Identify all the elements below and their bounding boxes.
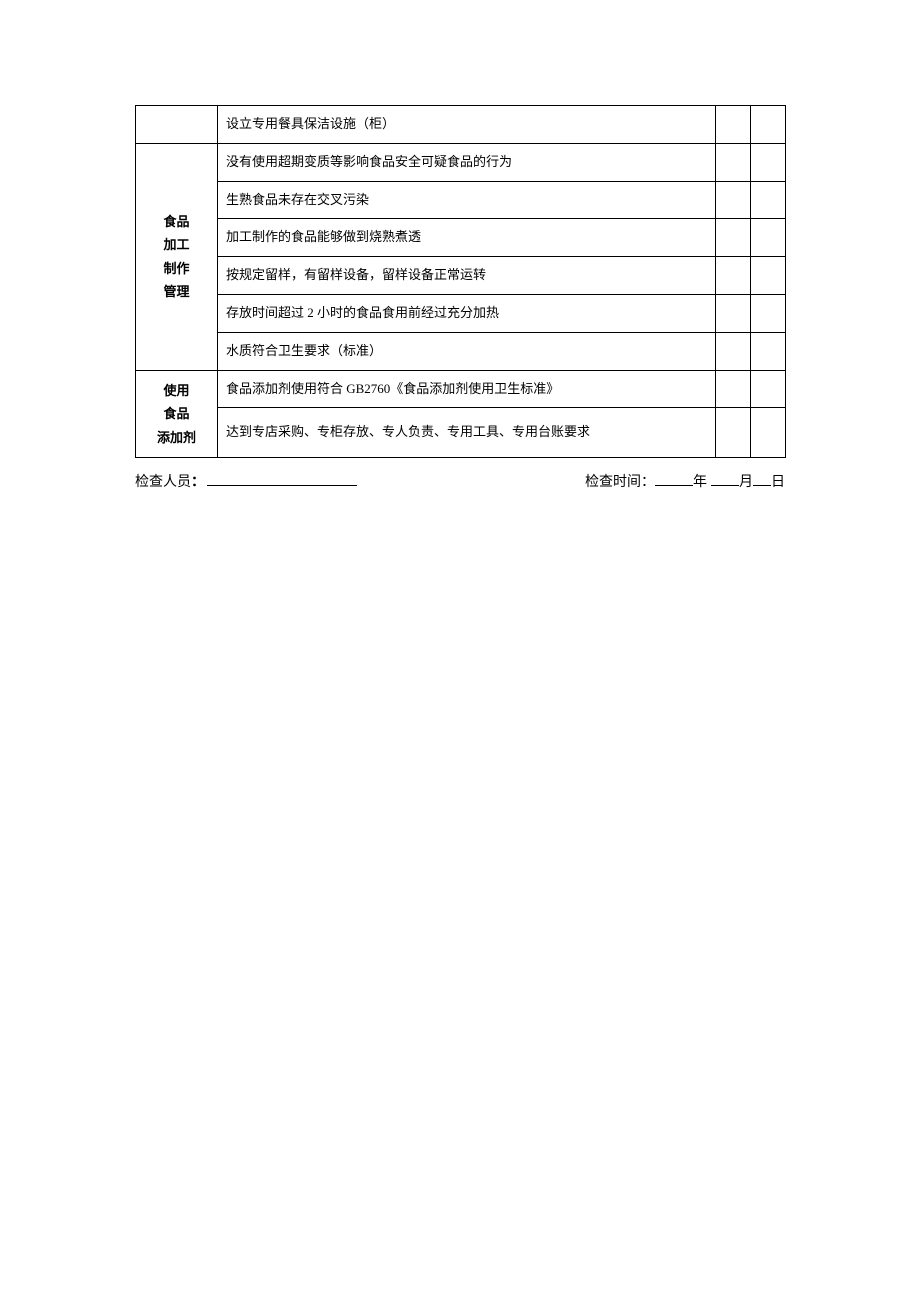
category-cell-empty [136,106,218,144]
item-cell: 设立专用餐具保洁设施（柜） [218,106,716,144]
item-cell: 食品添加剂使用符合 GB2760《食品添加剂使用卫生标准》 [218,370,716,408]
check-cell [716,143,751,181]
colon: ： [191,471,205,491]
year-label: 年 [693,471,707,491]
category-cell-food-processing: 食品加工制作管理 [136,143,218,370]
check-cell [716,294,751,332]
inspector-label: 检查人员 [135,471,191,491]
table-row: 水质符合卫生要求（标准） [136,332,786,370]
check-cell [716,106,751,144]
inspection-table: 设立专用餐具保洁设施（柜） 食品加工制作管理 没有使用超期变质等影响食品安全可疑… [135,105,786,458]
table-row: 按规定留样，有留样设备，留样设备正常运转 [136,257,786,295]
check-cell [716,257,751,295]
check-cell [751,332,786,370]
check-cell [751,294,786,332]
inspection-time-section: 检查时间： 年 月日 [585,470,785,491]
item-cell: 存放时间超过 2 小时的食品食用前经过充分加热 [218,294,716,332]
time-label: 检查时间： [585,471,655,491]
table-row: 生熟食品未存在交叉污染 [136,181,786,219]
check-cell [751,408,786,458]
table-row: 达到专店采购、专柜存放、专人负责、专用工具、专用台账要求 [136,408,786,458]
table-row: 设立专用餐具保洁设施（柜） [136,106,786,144]
table-row: 食品加工制作管理 没有使用超期变质等影响食品安全可疑食品的行为 [136,143,786,181]
check-cell [716,408,751,458]
category-label: 使用食品添加剂 [157,383,196,445]
category-label: 食品加工制作管理 [163,214,189,299]
check-cell [751,257,786,295]
item-cell: 达到专店采购、专柜存放、专人负责、专用工具、专用台账要求 [218,408,716,458]
check-cell [716,219,751,257]
day-label: 日 [771,471,785,491]
check-cell [716,370,751,408]
check-cell [751,219,786,257]
table-row: 使用食品添加剂 食品添加剂使用符合 GB2760《食品添加剂使用卫生标准》 [136,370,786,408]
inspector-section: 检查人员： [135,470,357,491]
check-cell [751,181,786,219]
category-cell-additives: 使用食品添加剂 [136,370,218,458]
month-label: 月 [739,471,753,491]
item-cell: 生熟食品未存在交叉污染 [218,181,716,219]
item-cell: 按规定留样，有留样设备，留样设备正常运转 [218,257,716,295]
month-input-line[interactable] [711,470,739,486]
item-cell: 没有使用超期变质等影响食品安全可疑食品的行为 [218,143,716,181]
check-cell [751,370,786,408]
year-input-line[interactable] [655,470,693,486]
item-cell: 加工制作的食品能够做到烧熟煮透 [218,219,716,257]
day-input-line[interactable] [753,470,771,486]
inspector-input-line[interactable] [207,470,357,486]
inspection-table-container: 设立专用餐具保洁设施（柜） 食品加工制作管理 没有使用超期变质等影响食品安全可疑… [135,105,785,458]
signature-row: 检查人员： 检查时间： 年 月日 [135,470,785,491]
check-cell [751,106,786,144]
item-cell: 水质符合卫生要求（标准） [218,332,716,370]
check-cell [716,181,751,219]
table-row: 加工制作的食品能够做到烧熟煮透 [136,219,786,257]
table-row: 存放时间超过 2 小时的食品食用前经过充分加热 [136,294,786,332]
check-cell [751,143,786,181]
check-cell [716,332,751,370]
